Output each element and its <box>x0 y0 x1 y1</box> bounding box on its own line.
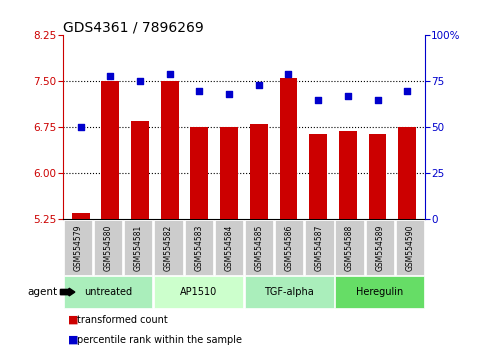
Bar <box>280 78 298 219</box>
Bar <box>339 131 357 219</box>
Text: AP1510: AP1510 <box>180 287 217 297</box>
Text: GSM554581: GSM554581 <box>134 225 143 271</box>
Text: agent: agent <box>28 287 58 297</box>
Point <box>166 71 173 77</box>
Point <box>106 73 114 79</box>
Bar <box>161 81 179 219</box>
Text: TGF-alpha: TGF-alpha <box>264 287 314 297</box>
Point <box>284 71 292 77</box>
Bar <box>71 213 89 219</box>
Text: transformed count: transformed count <box>77 315 168 325</box>
Bar <box>309 133 327 219</box>
Text: GSM554582: GSM554582 <box>164 225 173 271</box>
Bar <box>131 121 149 219</box>
Text: GSM554587: GSM554587 <box>315 224 324 271</box>
Point <box>374 97 382 103</box>
Text: GSM554584: GSM554584 <box>224 224 233 271</box>
Bar <box>190 127 208 219</box>
Point <box>225 91 233 97</box>
Point <box>403 88 411 93</box>
Text: GSM554583: GSM554583 <box>194 224 203 271</box>
Text: ■: ■ <box>68 335 78 344</box>
Text: untreated: untreated <box>84 287 132 297</box>
Text: GSM554585: GSM554585 <box>255 224 264 271</box>
Text: Heregulin: Heregulin <box>356 287 403 297</box>
Text: GDS4361 / 7896269: GDS4361 / 7896269 <box>63 20 203 34</box>
Point <box>314 97 322 103</box>
Text: GSM554579: GSM554579 <box>73 224 83 271</box>
Text: GSM554589: GSM554589 <box>375 224 384 271</box>
Text: GSM554586: GSM554586 <box>284 224 294 271</box>
Bar <box>101 81 119 219</box>
Bar <box>220 127 238 219</box>
Point <box>196 88 203 93</box>
Point <box>344 93 352 99</box>
Text: GSM554590: GSM554590 <box>405 224 414 271</box>
Text: GSM554580: GSM554580 <box>103 224 113 271</box>
Bar <box>250 124 268 219</box>
Text: percentile rank within the sample: percentile rank within the sample <box>77 335 242 344</box>
Bar <box>369 133 386 219</box>
Point <box>77 125 85 130</box>
Text: GSM554588: GSM554588 <box>345 225 354 271</box>
Bar <box>398 127 416 219</box>
Point <box>255 82 263 88</box>
Text: ■: ■ <box>68 315 78 325</box>
Point <box>136 79 144 84</box>
